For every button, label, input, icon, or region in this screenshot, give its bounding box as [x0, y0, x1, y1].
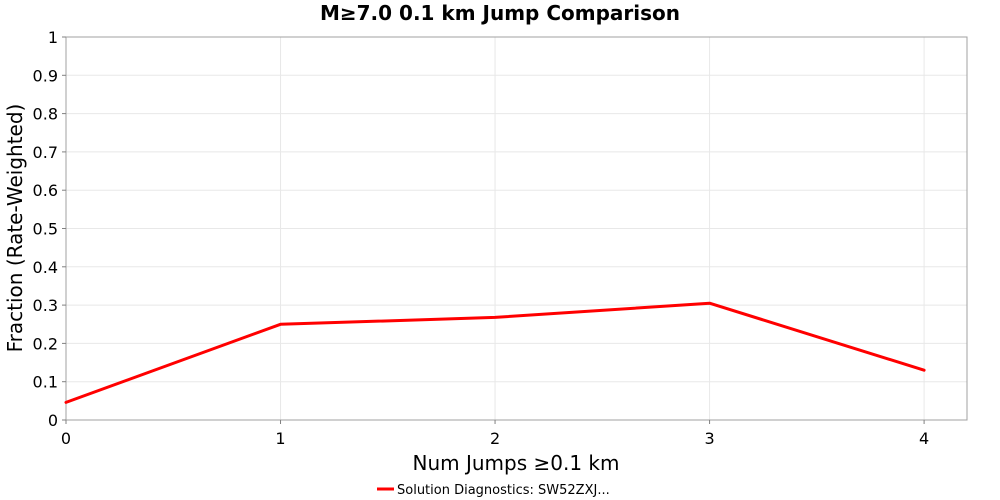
y-tick-label-6: 0.6 [33, 181, 58, 200]
y-tick-label-7: 0.7 [33, 143, 58, 162]
x-tick-label-0: 0 [61, 429, 71, 448]
y-tick-label-10: 1 [48, 28, 58, 47]
legend: Solution Diagnostics: SW52ZXJ... [377, 483, 610, 498]
y-axis-label: Fraction (Rate-Weighted) [3, 104, 27, 353]
y-tick-label-2: 0.2 [33, 334, 58, 353]
x-tick-label-2: 2 [490, 429, 500, 448]
y-tick-label-4: 0.4 [33, 258, 58, 277]
y-tick-label-9: 0.9 [33, 66, 58, 85]
legend-label-0: Solution Diagnostics: SW52ZXJ... [397, 483, 610, 498]
x-axis-label: Num Jumps ≥0.1 km [413, 451, 620, 475]
x-tick-label-3: 3 [704, 429, 714, 448]
x-tick-label-1: 1 [275, 429, 285, 448]
y-tick-label-1: 0.1 [33, 373, 58, 392]
y-tick-label-0: 0 [48, 411, 58, 430]
x-tick-label-4: 4 [919, 429, 929, 448]
y-tick-label-8: 0.8 [33, 105, 58, 124]
chart-title: M≥7.0 0.1 km Jump Comparison [320, 1, 680, 25]
y-tick-label-5: 0.5 [33, 220, 58, 239]
x-axis-ticks: 0 1 2 3 4 [61, 420, 929, 448]
series-layer [64, 301, 926, 404]
y-tick-label-3: 0.3 [33, 296, 58, 315]
grid [65, 36, 967, 421]
y-axis-ticks: 0 0.1 0.2 0.3 0.4 0.5 0.6 0.7 0.8 0.9 1 [33, 28, 66, 430]
series-line-0 [64, 301, 926, 404]
